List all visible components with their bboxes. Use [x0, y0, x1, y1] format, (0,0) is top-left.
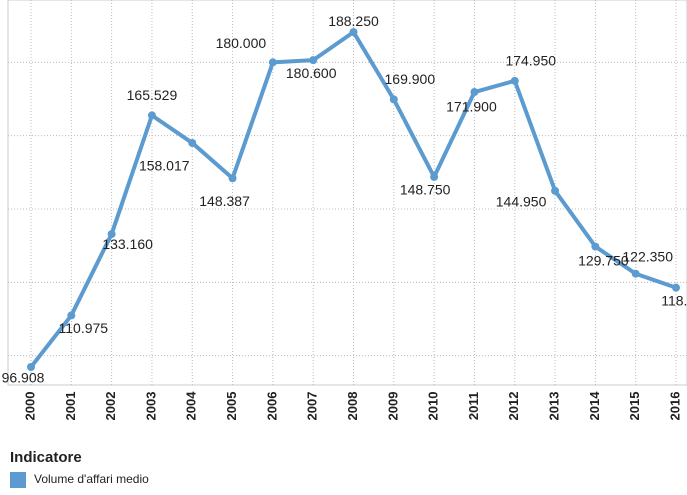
data-label: 188.250 — [328, 13, 379, 29]
data-label: 118.550 — [661, 292, 687, 308]
data-point — [268, 58, 277, 67]
data-label: 122.350 — [622, 248, 673, 264]
plot-area — [7, 0, 687, 386]
data-point — [551, 186, 560, 195]
x-tick-label: 2005 — [224, 392, 239, 421]
data-point — [27, 363, 35, 372]
data-point — [672, 283, 680, 292]
x-tick-label: 2011 — [466, 392, 481, 420]
data-label: 110.975 — [59, 320, 109, 336]
data-point — [470, 88, 479, 97]
data-point — [309, 56, 318, 65]
x-tick-label: 2006 — [264, 392, 279, 421]
data-label: 133.160 — [102, 236, 153, 252]
x-tick-label: 2002 — [103, 392, 118, 421]
data-point — [591, 242, 600, 251]
data-label: 144.950 — [496, 194, 547, 210]
data-label: 174.950 — [505, 53, 556, 69]
data-point — [349, 28, 358, 37]
x-tick-label: 2007 — [305, 392, 320, 421]
data-label: 171.900 — [446, 99, 497, 115]
data-label: 148.387 — [199, 193, 250, 209]
x-tick-label: 2015 — [627, 392, 642, 421]
x-tick-label: 2014 — [587, 391, 602, 421]
x-tick-label: 2016 — [667, 392, 682, 421]
x-tick-label: 2008 — [345, 392, 360, 421]
x-tick-label: 2004 — [184, 391, 199, 421]
legend-label: Volume d'affari medio — [34, 472, 149, 486]
data-point — [147, 111, 156, 120]
legend-title: Indicatore — [10, 449, 82, 466]
data-point — [631, 269, 640, 278]
data-label: 180.600 — [286, 65, 337, 81]
x-tick-label: 2000 — [22, 392, 37, 421]
data-label: 148.750 — [400, 182, 451, 198]
data-point — [107, 230, 116, 239]
data-point — [188, 138, 197, 147]
data-label: 129.750 — [578, 252, 629, 268]
data-point — [430, 172, 439, 181]
x-tick-label: 2010 — [426, 392, 441, 421]
data-label: 180.000 — [216, 35, 267, 51]
legend-swatch — [10, 472, 26, 488]
data-point — [389, 95, 398, 104]
data-label: 165.529 — [127, 87, 178, 103]
x-tick-label: 2003 — [143, 392, 158, 421]
x-tick-label: 2001 — [63, 392, 78, 421]
x-tick-label: 2012 — [506, 392, 521, 421]
data-label: 158.017 — [139, 158, 190, 174]
x-tick-label: 2009 — [385, 392, 400, 421]
data-point — [67, 311, 76, 320]
data-point — [510, 76, 519, 85]
x-tick-label: 2013 — [547, 392, 562, 421]
data-label: 96.908 — [2, 370, 45, 386]
data-point — [228, 174, 237, 183]
data-label: 169.900 — [385, 71, 436, 87]
